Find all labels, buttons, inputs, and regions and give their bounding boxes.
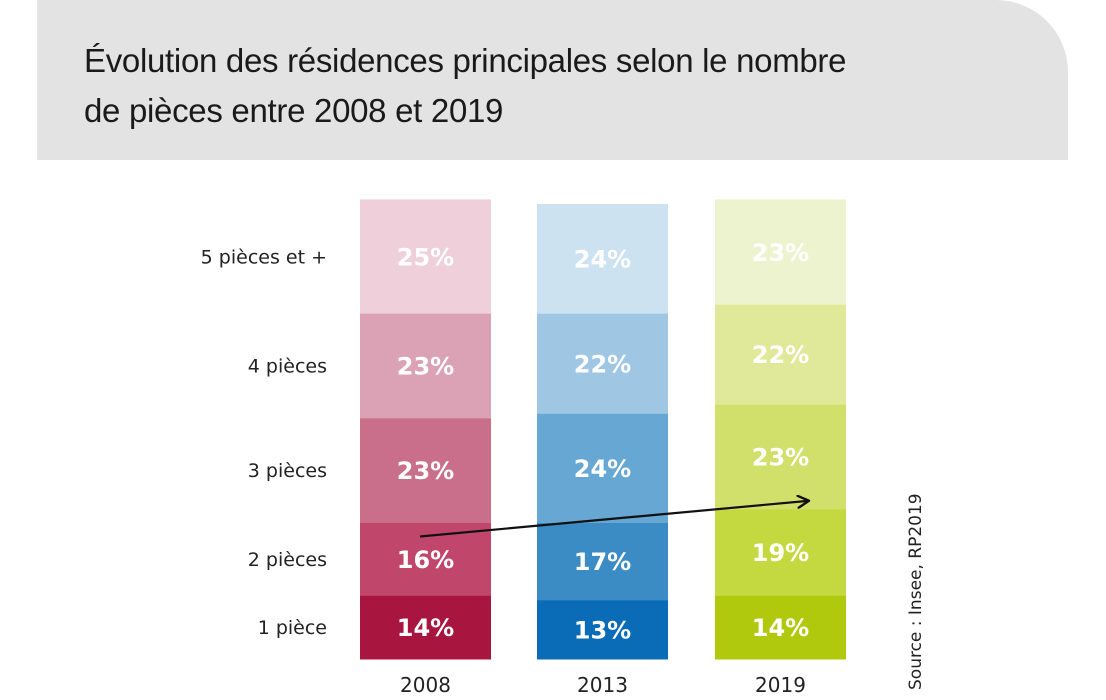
chart-title: Évolution des résidences principales sel…: [84, 36, 1044, 136]
bar-segment-2019-2-pi-ces: [715, 508, 846, 596]
data-label-2013-4: 22%: [574, 350, 631, 378]
data-label-2019-2: 19%: [752, 539, 809, 567]
data-label-2008-4: 23%: [397, 353, 454, 381]
bar-segment-2008-2-pi-ces: [360, 522, 491, 596]
row-labels-group: 1 pièce 2 pièces 3 pièces 4 pièces 5 pièces …: [201, 246, 327, 639]
x-tick-label-2013: 2013: [577, 673, 628, 697]
source-note: Source : Insee, RP2019: [906, 493, 926, 690]
trend-arrow: [419, 501, 808, 538]
data-label-2008-5: 25%: [397, 243, 454, 271]
bars-group: 14% 16% 23% 23% 25% 13% 17% 24% 22% 24% 14% 19% 23% 2…: [360, 199, 846, 660]
data-label-2013-5: 24%: [574, 246, 631, 274]
data-label-2008-3: 23%: [397, 457, 454, 485]
bar-segment-2008-5-pi-ces-et-: [360, 199, 491, 314]
data-label-2013-3: 24%: [574, 455, 631, 483]
bar-segment-2019-1-pi-ce: [715, 595, 846, 660]
bar-segment-2008-1-pi-ce: [360, 595, 491, 660]
bar-segment-2013-1-pi-ce: [537, 599, 668, 660]
row-label-3: 3 pièces: [248, 460, 327, 482]
x-tick-label-2019: 2019: [755, 673, 806, 697]
data-label-2019-5: 23%: [752, 239, 809, 267]
bar-segment-2019-3-pi-ces: [715, 404, 846, 510]
data-label-2008-2: 16%: [397, 546, 454, 574]
chart-title-line-2: de pièces entre 2008 et 2019: [84, 92, 504, 129]
bar-segment-2008-3-pi-ces: [360, 417, 491, 523]
bar-segment-2013-3-pi-ces: [537, 413, 668, 523]
data-label-2019-4: 22%: [752, 341, 809, 369]
row-label-4: 4 pièces: [248, 356, 327, 378]
row-label-5: 5 pièces et +: [201, 246, 327, 268]
bar-segment-2019-4-pi-ces: [715, 304, 846, 405]
data-label-2019-3: 23%: [752, 444, 809, 472]
chart-title-line-1: Évolution des résidences principales sel…: [84, 42, 847, 79]
bar-segment-2013-4-pi-ces: [537, 313, 668, 414]
x-tick-label-2008: 2008: [400, 673, 451, 697]
year-labels-group: 2008 2013 2019: [400, 673, 806, 697]
row-label-2: 2 pièces: [248, 549, 327, 571]
data-label-2019-1: 14%: [752, 614, 809, 642]
bar-segment-2013-2-pi-ces: [537, 522, 668, 601]
data-label-2013-1: 13%: [574, 616, 631, 644]
row-label-1: 1 pièce: [258, 617, 327, 639]
bar-segment-2019-5-pi-ces-et-: [715, 199, 846, 305]
bar-segment-2008-4-pi-ces: [360, 313, 491, 419]
bar-segment-2013-5-pi-ces-et-: [537, 204, 668, 314]
title-box: [37, 0, 1068, 160]
data-label-2013-2: 17%: [574, 548, 631, 576]
data-label-2008-1: 14%: [397, 614, 454, 642]
